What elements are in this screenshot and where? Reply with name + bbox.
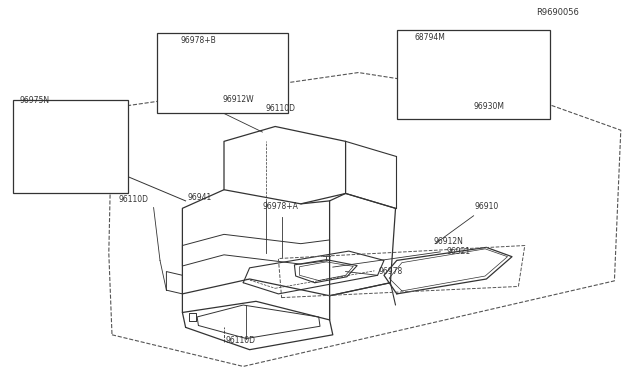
Text: 96978: 96978	[379, 267, 403, 276]
Text: 96110D: 96110D	[225, 336, 255, 345]
Text: 96975N: 96975N	[19, 96, 49, 105]
Text: 96978+A: 96978+A	[262, 202, 298, 211]
Text: R9690056: R9690056	[536, 8, 579, 17]
Text: 96910: 96910	[475, 202, 499, 211]
Bar	[467, 65, 534, 110]
Text: 68794M: 68794M	[415, 33, 445, 42]
Text: 96930M: 96930M	[474, 102, 504, 111]
Text: 96941: 96941	[188, 193, 212, 202]
Text: 96912N: 96912N	[434, 237, 464, 246]
Text: 96110D: 96110D	[266, 105, 296, 113]
Bar	[13, 100, 128, 193]
Text: 96921: 96921	[447, 247, 471, 256]
Text: 96978+B: 96978+B	[180, 36, 216, 45]
Bar	[157, 33, 288, 113]
Bar	[397, 30, 550, 119]
Text: 96912W: 96912W	[223, 95, 254, 104]
Text: 96110D: 96110D	[118, 195, 148, 204]
